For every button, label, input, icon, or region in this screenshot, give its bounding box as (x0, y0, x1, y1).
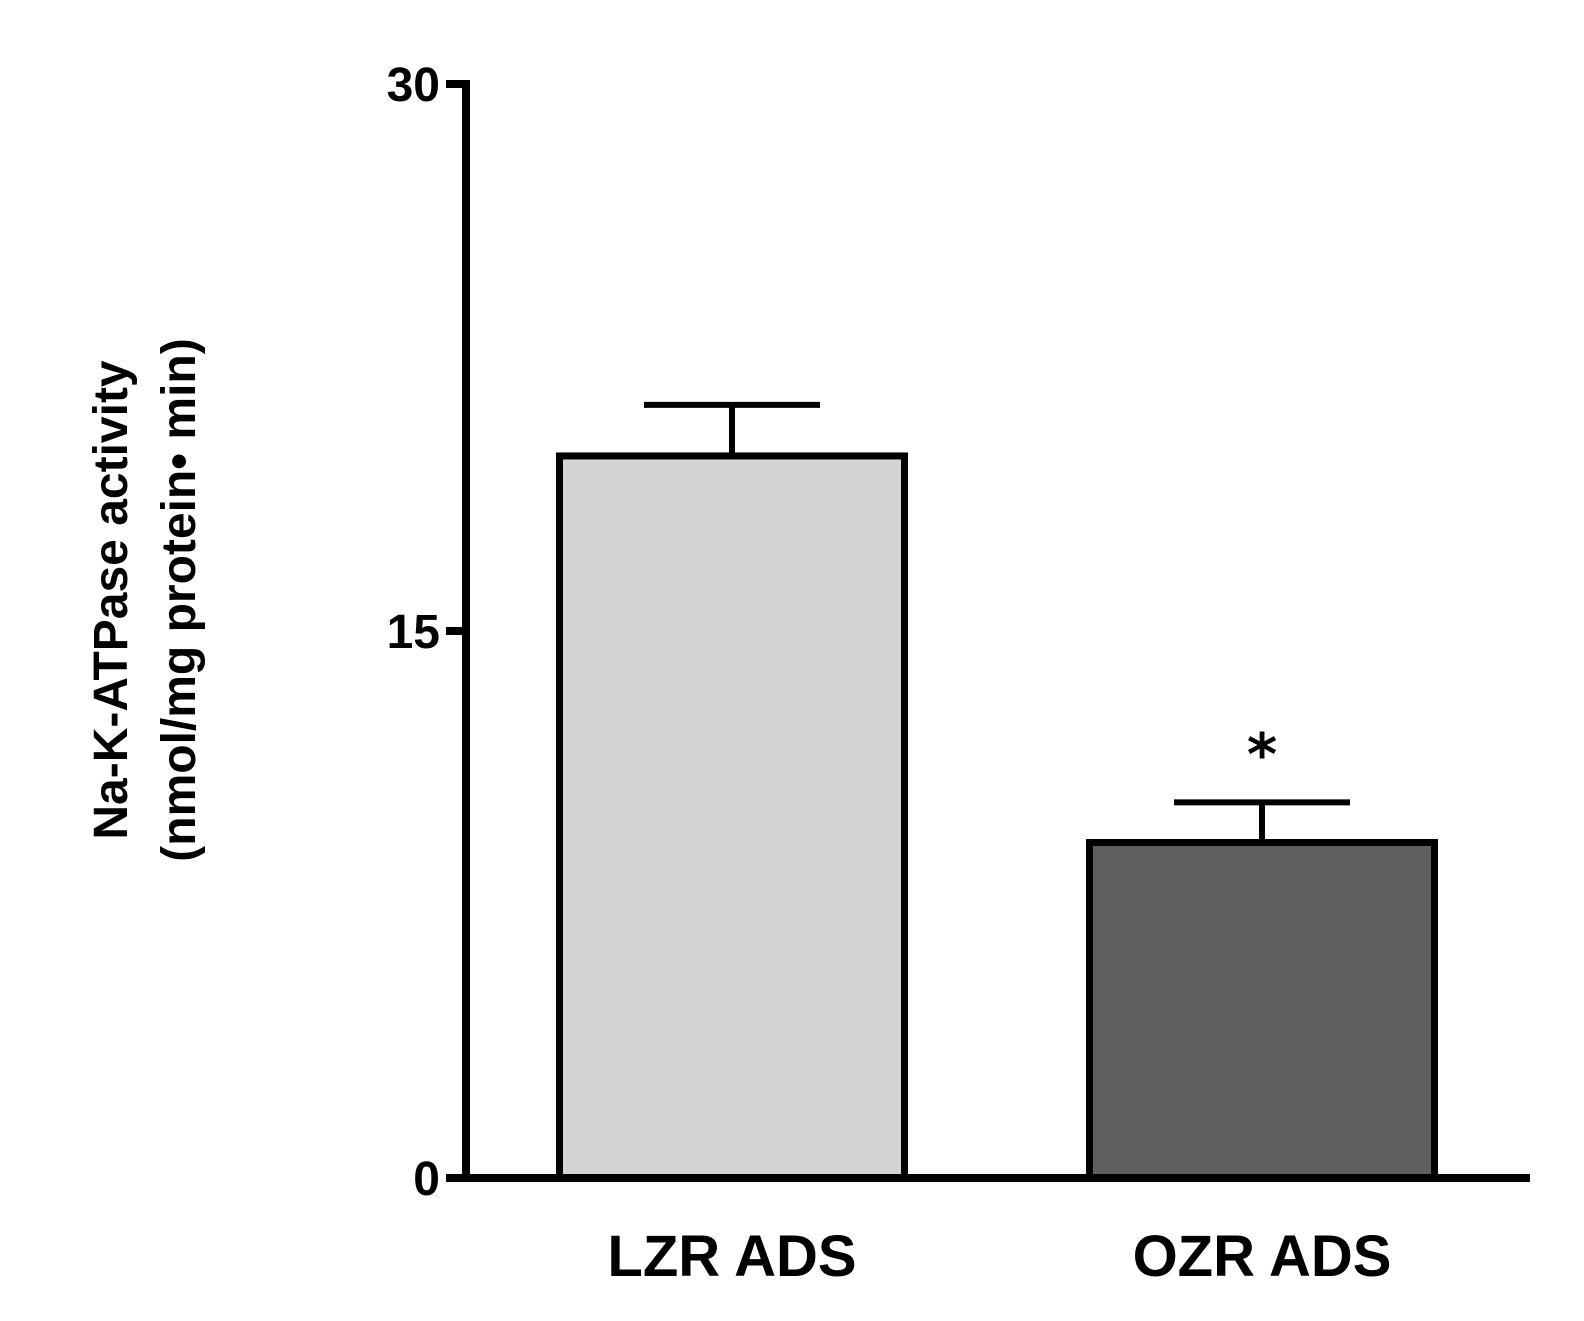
y-tick-label: 0 (413, 1153, 440, 1206)
y-axis-title: Na-K-ATPase activity (nmol/mg protein• m… (85, 338, 206, 861)
y-axis-title-line-1: Na-K-ATPase activity (85, 360, 138, 840)
bar-ozr-ads (1086, 839, 1438, 1182)
significance-asterisk: * (1247, 720, 1277, 788)
y-tick-label: 15 (387, 606, 440, 659)
bar-lzr-ads (556, 452, 908, 1182)
category-labels: LZR ADS OZR ADS (607, 1224, 1391, 1289)
x-category-label: LZR ADS (607, 1224, 856, 1289)
bars: * (556, 401, 1438, 1182)
y-tick-label: 30 (387, 59, 440, 112)
y-axis-ticks: 0 15 30 (387, 59, 466, 1206)
y-axis-title-line-2: (nmol/mg protein• min) (153, 338, 206, 861)
x-category-label: OZR ADS (1133, 1224, 1392, 1289)
